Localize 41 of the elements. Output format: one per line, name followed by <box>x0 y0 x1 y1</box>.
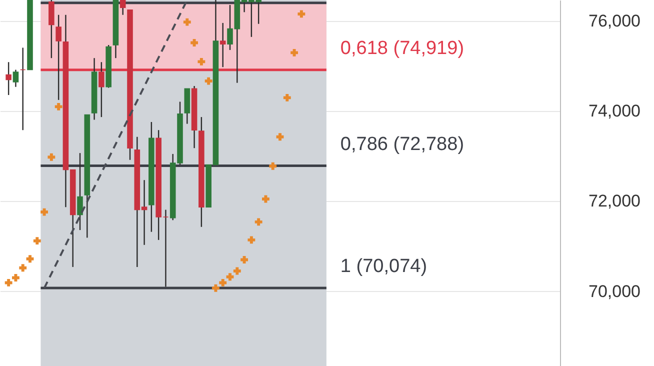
point <box>240 256 248 264</box>
point <box>204 77 212 85</box>
point <box>262 195 270 203</box>
point <box>40 208 48 216</box>
point <box>54 102 62 110</box>
y-tick-label: 74,000 <box>588 102 640 121</box>
point <box>298 10 306 18</box>
candlestick <box>77 152 83 231</box>
point <box>33 237 41 245</box>
point <box>212 284 220 292</box>
point <box>12 274 20 282</box>
point <box>276 133 284 141</box>
point <box>283 94 291 102</box>
y-tick-label: 70,000 <box>588 282 640 301</box>
point <box>254 218 262 226</box>
y-tick-label: 72,000 <box>588 192 640 211</box>
point <box>183 18 191 26</box>
ref-line-label: 1 (70,074) <box>340 256 428 277</box>
point <box>4 279 12 286</box>
candlestick <box>12 69 19 88</box>
candlestick <box>6 62 12 96</box>
candlestick <box>220 22 226 68</box>
candlestick <box>20 47 26 131</box>
point <box>26 255 34 263</box>
point <box>269 162 277 170</box>
ref-line-label: 0,618 (74,919) <box>340 38 464 59</box>
point <box>219 279 227 286</box>
ref-line-label: 0,786 (72,788) <box>340 134 464 155</box>
candlestick <box>48 0 54 59</box>
point <box>290 48 298 56</box>
point <box>48 153 56 161</box>
y-tick-label: 76,000 <box>588 12 640 31</box>
candlestick <box>120 0 126 16</box>
point <box>198 58 206 66</box>
point <box>190 39 198 46</box>
point <box>233 267 241 275</box>
candlestick <box>98 62 104 118</box>
candlestick <box>56 14 62 101</box>
point <box>226 273 234 281</box>
point <box>248 236 256 244</box>
point <box>19 264 27 272</box>
